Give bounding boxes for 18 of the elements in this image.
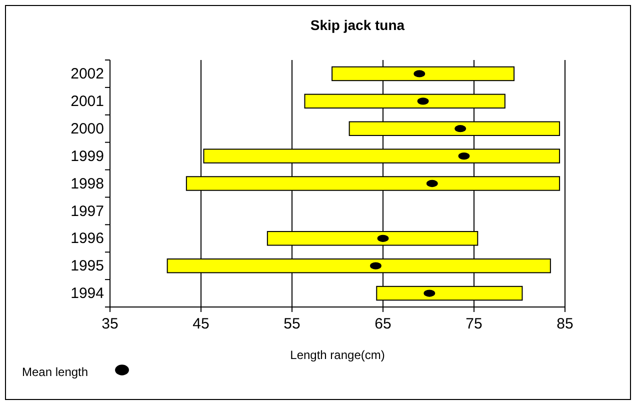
y-tick-label: 2000: [70, 120, 104, 138]
x-tick-label: 45: [192, 316, 210, 332]
y-tick-label: 1996: [70, 230, 104, 248]
x-axis-title: Length range(cm): [290, 348, 385, 362]
y-tick-label: 2002: [70, 66, 104, 83]
chart-title: Skip jack tuna: [310, 17, 405, 33]
y-tick-label: 1999: [70, 148, 104, 165]
y-tick-label: 2001: [70, 92, 104, 110]
x-tick-label: 35: [102, 316, 118, 332]
x-tick-label: 65: [374, 316, 392, 332]
y-tick-label: 1997: [70, 202, 104, 220]
y-tick-label: 1998: [70, 175, 104, 192]
y-tick-label: 1994: [70, 285, 104, 302]
x-tick-label: 75: [466, 316, 482, 332]
x-tick-label: 55: [284, 316, 300, 332]
y-tick-label: 1995: [70, 258, 104, 275]
x-tick-label: 85: [556, 316, 574, 332]
legend-label: Mean length: [22, 365, 88, 380]
